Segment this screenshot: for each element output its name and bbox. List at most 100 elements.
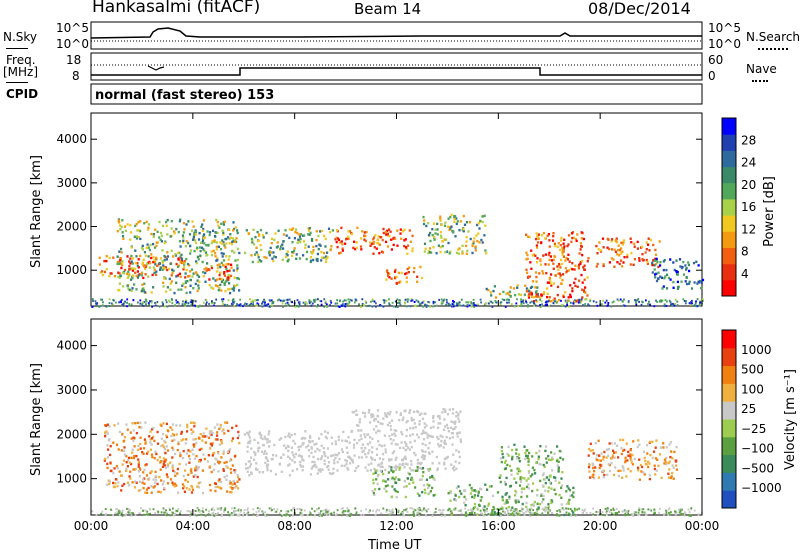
range-cell (455, 449, 458, 452)
range-cell (114, 478, 118, 481)
range-cell (520, 495, 523, 499)
range-cell (168, 277, 171, 281)
range-cell (391, 301, 394, 304)
range-cell (359, 245, 363, 248)
range-cell (447, 509, 449, 512)
range-cell (141, 287, 144, 291)
range-cell (174, 254, 178, 257)
range-cell (281, 243, 284, 246)
range-cell (247, 433, 250, 437)
range-cell (382, 458, 385, 461)
range-cell (622, 304, 625, 307)
range-cell (499, 480, 502, 484)
range-cell (525, 485, 529, 489)
range-cell (648, 440, 652, 444)
range-cell (545, 300, 548, 303)
range-cell (113, 299, 115, 302)
range-cell (139, 229, 142, 233)
range-cell (535, 299, 537, 302)
range-cell (393, 432, 396, 435)
range-cell (228, 241, 231, 245)
range-cell (576, 299, 579, 302)
range-cell (300, 513, 303, 516)
range-cell (604, 301, 607, 304)
range-cell (217, 460, 220, 463)
range-cell (670, 511, 672, 514)
range-cell (458, 495, 461, 499)
range-cell (656, 458, 659, 461)
range-cell (429, 434, 432, 438)
range-cell (302, 459, 305, 462)
range-cell (596, 513, 599, 516)
y-tick-label: 4000 (56, 339, 87, 353)
range-cell (329, 304, 331, 307)
range-cell (153, 439, 156, 443)
range-cell (564, 259, 567, 262)
range-cell (503, 511, 507, 514)
range-cell (142, 304, 145, 307)
range-cell (152, 235, 155, 238)
range-cell (601, 470, 605, 473)
range-cell (254, 452, 257, 455)
range-cell (606, 237, 609, 241)
range-cell (129, 477, 132, 480)
time-axis-label: Time UT (368, 538, 422, 553)
range-cell (656, 301, 659, 303)
range-cell (524, 451, 527, 455)
range-cell (395, 456, 398, 459)
cpid-text: normal (fast stereo) 153 (95, 88, 275, 103)
range-cell (347, 230, 350, 233)
range-cell (621, 476, 624, 479)
range-cell (527, 510, 530, 513)
range-cell (288, 435, 291, 439)
range-cell (112, 485, 115, 488)
range-cell (664, 299, 667, 302)
range-cell (525, 251, 528, 254)
x-tick-label: 16:00 (481, 519, 516, 533)
range-cell (546, 234, 549, 238)
range-cell (321, 514, 323, 517)
range-cell (439, 219, 442, 222)
range-cell (604, 507, 607, 510)
range-cell (139, 302, 142, 305)
range-cell (656, 261, 659, 264)
range-cell (150, 453, 153, 456)
range-cell (154, 512, 157, 514)
range-cell (445, 423, 448, 427)
range-cell (516, 298, 518, 301)
range-cell (188, 461, 191, 464)
range-cell (547, 505, 550, 509)
range-cell (192, 453, 195, 456)
range-cell (190, 299, 193, 302)
range-cell (325, 510, 328, 513)
range-cell (436, 436, 439, 439)
range-cell (160, 460, 163, 463)
range-cell (123, 439, 126, 443)
range-cell (596, 252, 599, 255)
range-cell (507, 454, 510, 457)
range-cell (152, 508, 155, 511)
colorbar-tick-label: 12 (741, 222, 756, 236)
range-cell (121, 235, 125, 238)
range-cell (591, 462, 594, 465)
range-cell (298, 454, 301, 457)
range-cell (194, 467, 197, 470)
range-cell (153, 271, 156, 275)
range-cell (247, 507, 249, 510)
range-cell (513, 509, 515, 512)
range-cell (598, 241, 601, 244)
range-cell (537, 233, 540, 236)
range-cell (301, 469, 304, 472)
range-cell (420, 478, 423, 481)
range-cell (166, 251, 169, 254)
range-cell (675, 445, 678, 449)
range-cell (264, 437, 267, 441)
range-cell (223, 509, 226, 512)
range-cell (420, 412, 423, 415)
range-cell (171, 481, 174, 484)
range-cell (384, 414, 387, 418)
range-cell (184, 301, 187, 303)
range-cell (425, 424, 428, 427)
range-cell (219, 426, 222, 429)
range-cell (236, 283, 239, 287)
